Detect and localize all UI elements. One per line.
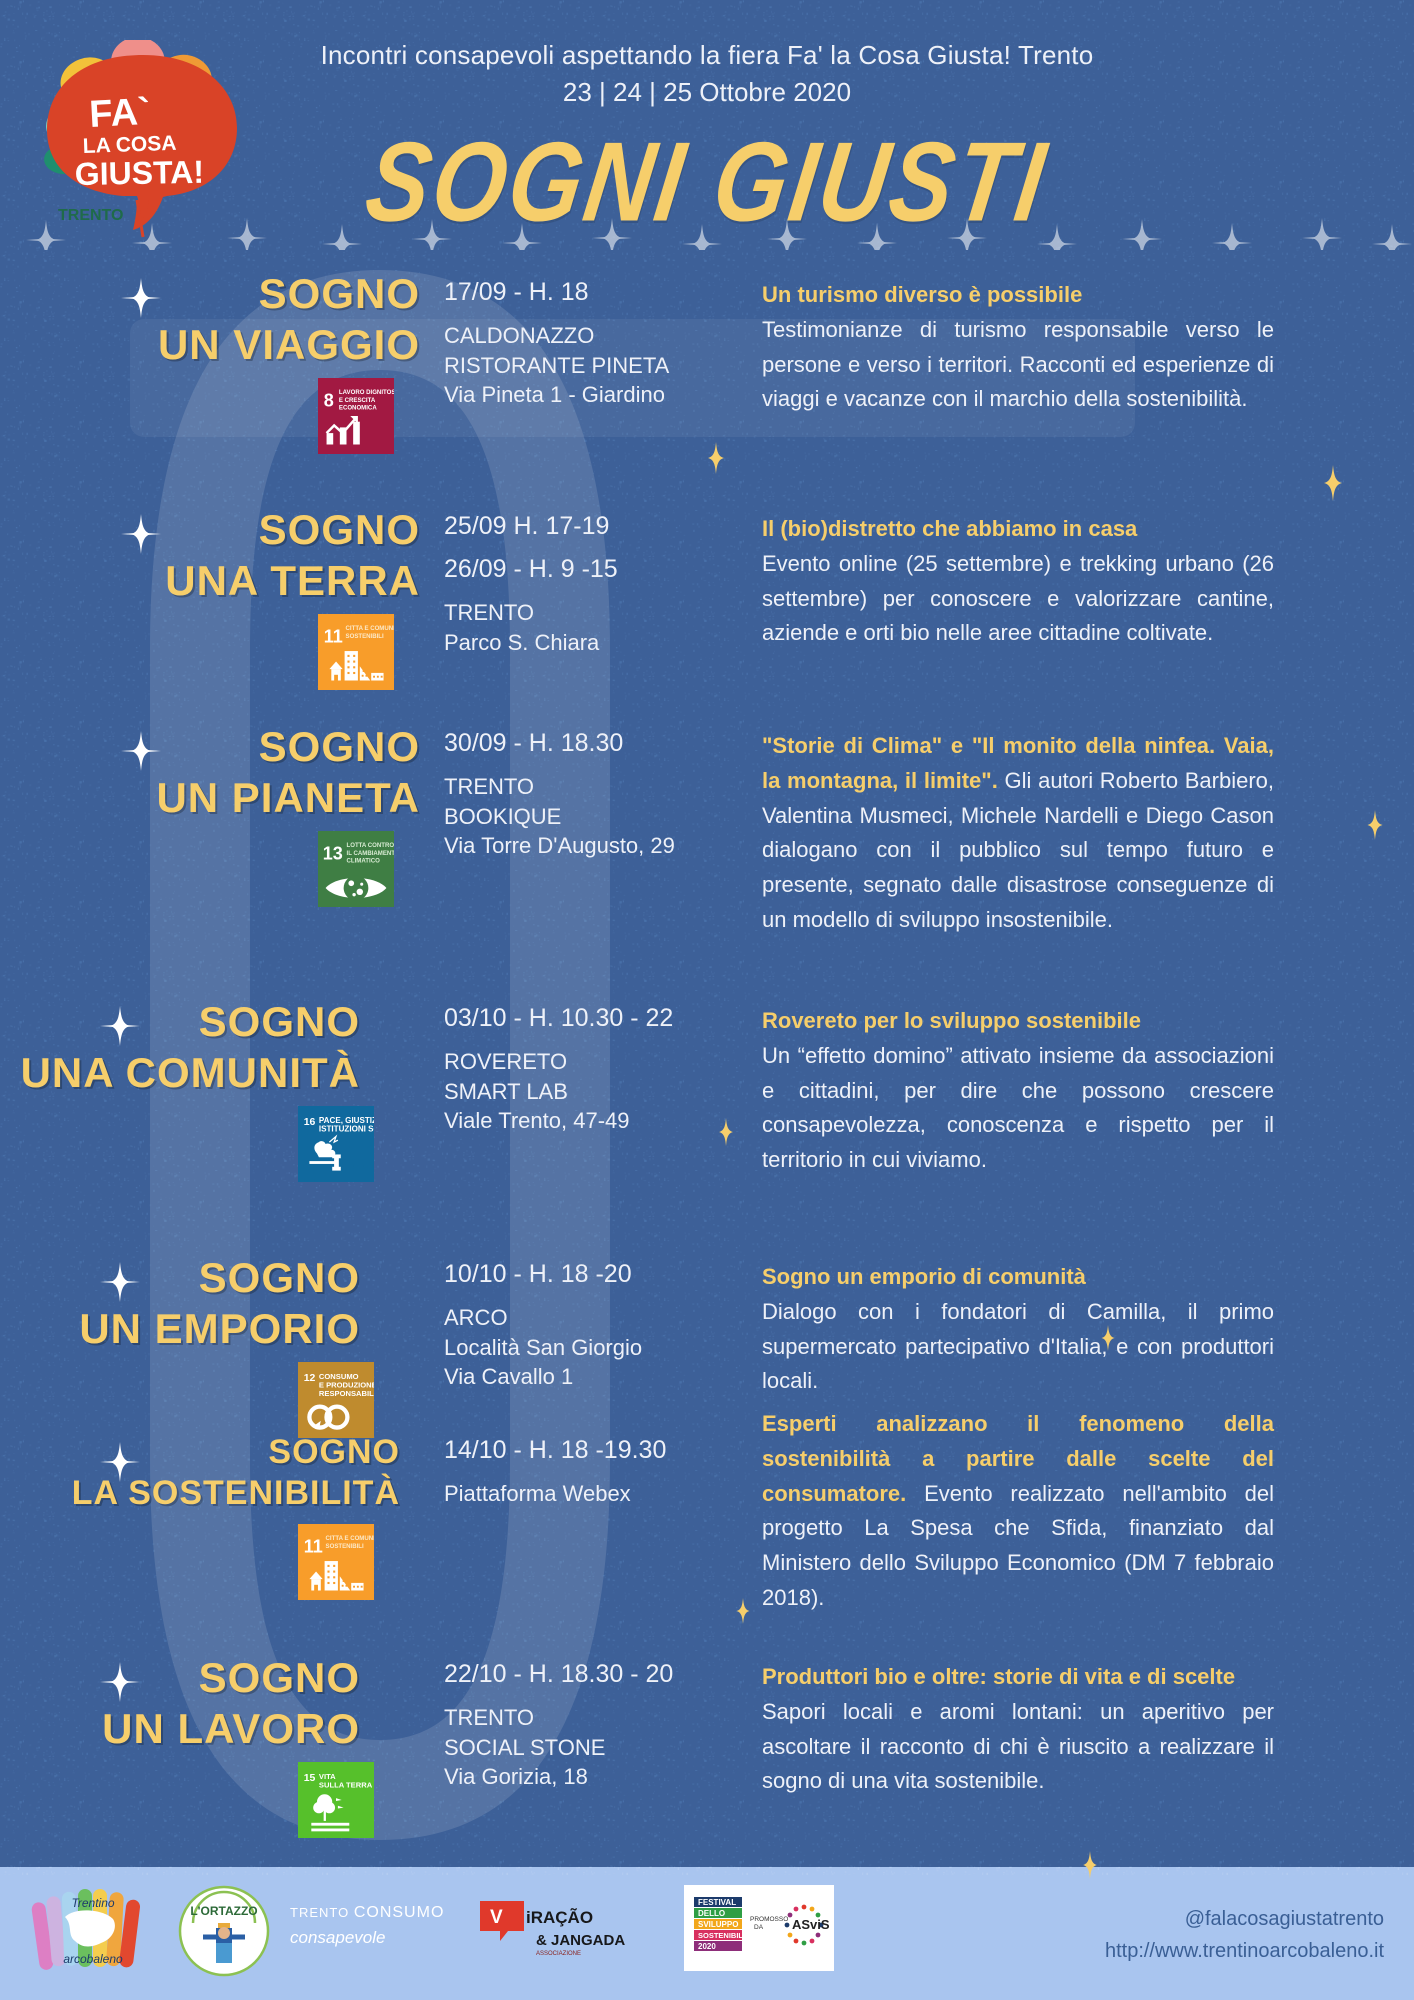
svg-text:SVILUPPO: SVILUPPO bbox=[698, 1920, 738, 1929]
svg-text:TRENTO: TRENTO bbox=[58, 207, 123, 224]
svg-text:FA`: FA` bbox=[88, 91, 151, 136]
svg-text:iRAÇÃO: iRAÇÃO bbox=[526, 1907, 593, 1927]
svg-text:SOSTENIBILE: SOSTENIBILE bbox=[698, 1931, 748, 1940]
svg-text:L'ORTAZZO: L'ORTAZZO bbox=[190, 1904, 257, 1918]
svg-text:ASSOCIAZIONE: ASSOCIAZIONE bbox=[536, 1951, 581, 1957]
svg-text:DA: DA bbox=[754, 1924, 764, 1931]
svg-text:2020: 2020 bbox=[698, 1942, 716, 1951]
svg-text:DELLO: DELLO bbox=[698, 1909, 725, 1918]
svg-text:V: V bbox=[490, 1907, 503, 1928]
svg-text:arcobaleno: arcobaleno bbox=[63, 1952, 123, 1966]
svg-text:ASviS: ASviS bbox=[792, 1917, 830, 1932]
svg-text:Trentino: Trentino bbox=[71, 1896, 114, 1910]
svg-text:FESTIVAL: FESTIVAL bbox=[698, 1898, 736, 1907]
svg-text:& JANGADA: & JANGADA bbox=[536, 1932, 625, 1949]
svg-text:PROMOSSO: PROMOSSO bbox=[750, 1916, 788, 1923]
svg-text:consapevole: consapevole bbox=[290, 1928, 385, 1947]
svg-text:GIUSTA!: GIUSTA! bbox=[74, 154, 204, 192]
svg-text:TRENTO CONSUMO: TRENTO CONSUMO bbox=[290, 1904, 444, 1921]
